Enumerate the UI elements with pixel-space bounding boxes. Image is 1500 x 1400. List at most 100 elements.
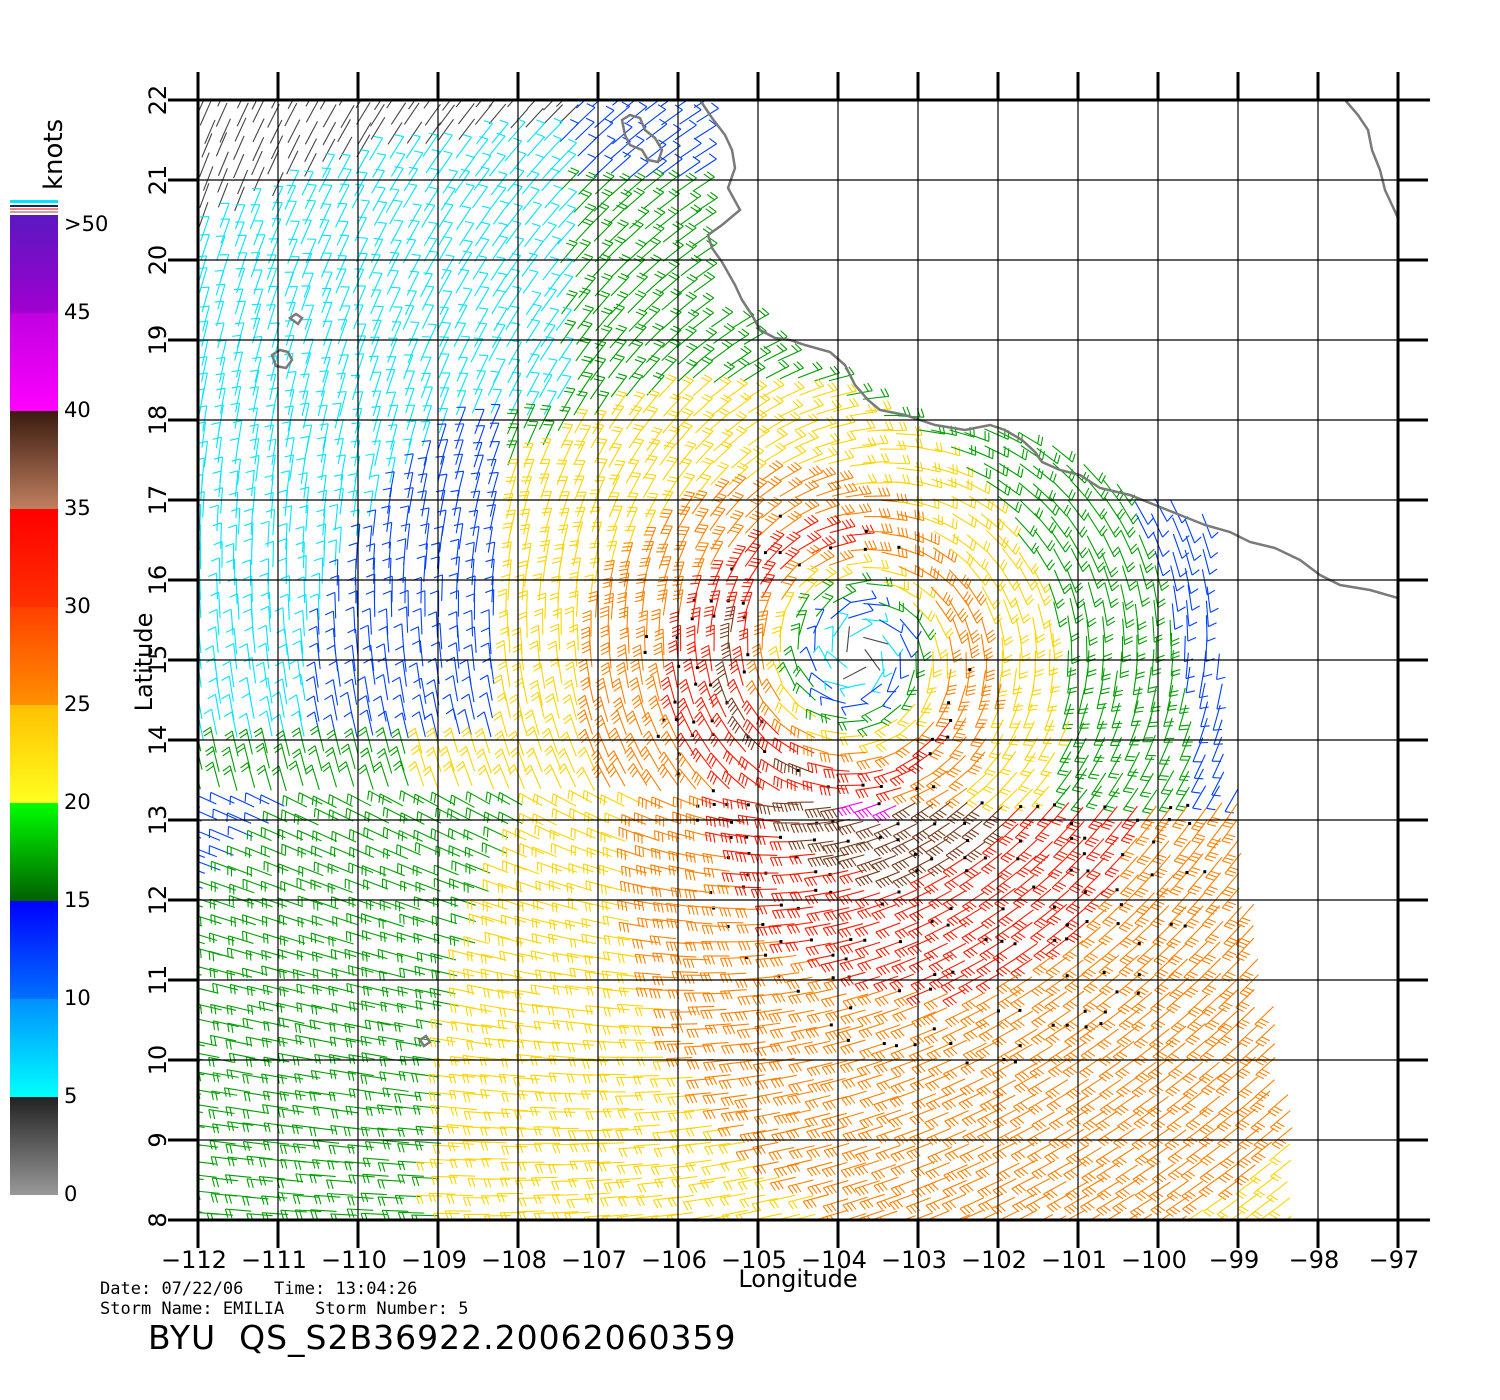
wind-barb-staff (267, 573, 269, 600)
wind-barb (382, 590, 393, 617)
wind-barb (199, 152, 210, 178)
wind-barb-feather (623, 122, 633, 128)
wind-barb-staff (780, 387, 805, 400)
wind-barb-feather (252, 335, 263, 338)
wind-barb-feather (1106, 616, 1115, 623)
wind-barb-feather (588, 594, 598, 599)
wind-barb-staff (475, 208, 492, 231)
wind-barb-staff (237, 593, 240, 620)
wind-barb-feather (411, 253, 421, 257)
wind-barb-feather (601, 242, 611, 247)
wind-barb (335, 268, 347, 294)
wind-barb-feather (795, 446, 803, 454)
wind-barb-feather (454, 439, 464, 442)
wind-barb-feather (227, 524, 237, 529)
wind-barb-feather (867, 382, 873, 392)
wind-barb (578, 274, 596, 299)
wind-barb-staff (254, 288, 264, 315)
wind-barb-feather (1081, 509, 1087, 518)
wind-barb-staff (368, 490, 374, 517)
wind-barb (590, 423, 605, 449)
wind-barb-feather (449, 590, 459, 595)
wind-barb (288, 286, 299, 312)
wind-barb-staff (417, 626, 421, 653)
wind-barb-feather (1056, 454, 1061, 464)
wind-barb (679, 137, 702, 159)
wind-barb-feather (813, 399, 821, 407)
wind-barb (491, 289, 506, 315)
wind-barb-feather (659, 516, 669, 519)
wind-barb (243, 508, 254, 535)
wind-barb (385, 188, 400, 213)
wind-barb-staff (658, 211, 680, 229)
wind-barb (406, 270, 420, 296)
wind-barb-feather (589, 546, 599, 549)
wind-barb-feather (688, 119, 697, 126)
wind-barb-staff (1032, 483, 1053, 502)
wind-barb (629, 206, 650, 229)
wind-barb-feather (884, 541, 888, 551)
wind-barb-feather (388, 404, 398, 407)
wind-barb-feather (933, 673, 943, 678)
wind-barb-feather (518, 564, 528, 568)
wind-barb-feather (448, 572, 458, 577)
wind-barb (304, 138, 318, 163)
wind-barb-feather (952, 518, 954, 528)
wind-barb-feather (787, 562, 797, 568)
wind-barb-feather (567, 204, 576, 209)
wind-barb-feather (327, 539, 337, 544)
wind-barb-feather (972, 609, 980, 617)
wind-barb-feather (560, 507, 570, 510)
wind-barb-staff (695, 460, 714, 482)
wind-barb-feather (976, 591, 983, 599)
wind-barb (403, 183, 418, 208)
wind-barb-feather (693, 137, 702, 144)
wind-barb-staff (782, 434, 807, 448)
wind-barb-feather (1161, 584, 1170, 591)
wind-barb-feather (198, 320, 209, 323)
wind-barb (305, 100, 320, 123)
wind-barb-feather (812, 467, 820, 475)
wind-barb-feather (423, 272, 433, 275)
wind-barb-staff (474, 224, 491, 247)
wind-barb-feather (1110, 602, 1119, 609)
wind-barb (492, 358, 506, 384)
wind-barb-staff (1184, 518, 1196, 544)
wind-barb-feather (572, 525, 582, 528)
wind-barb (711, 339, 733, 361)
colorbar-band-30-35 (10, 509, 58, 607)
wind-barb-staff (795, 485, 819, 499)
wind-barb (438, 269, 452, 294)
wind-barb (662, 221, 684, 243)
wind-barb-staff (322, 104, 337, 128)
wind-barb (628, 323, 647, 347)
wind-barb-feather (683, 422, 693, 427)
wind-barb-feather (582, 308, 592, 312)
wind-barb-staff (387, 122, 403, 145)
wind-barb (627, 157, 649, 180)
wind-barb-feather (910, 650, 919, 658)
wind-barb (968, 564, 991, 586)
wind-barb-staff (1069, 598, 1077, 624)
colorbar-band-15-20 (10, 803, 58, 901)
wind-barb-staff (301, 171, 314, 196)
wind-barb-feather (646, 496, 657, 499)
wind-barb (402, 238, 417, 264)
wind-barb-feather (900, 493, 904, 503)
wind-barb (694, 153, 717, 174)
wind-barb (378, 608, 389, 635)
wind-barb-feather (622, 151, 631, 157)
wind-barb-staff (215, 270, 225, 296)
wind-barb-feather (500, 574, 510, 578)
wind-barb (249, 386, 260, 413)
wind-barb-feather (850, 383, 857, 392)
wind-barb-feather (685, 294, 694, 300)
wind-barb-staff (374, 223, 388, 247)
wind-barb (339, 354, 349, 380)
wind-barb-feather (830, 516, 838, 524)
wind-barb-feather (752, 528, 762, 533)
wind-barb (695, 410, 715, 434)
wind-barb-feather (923, 651, 931, 658)
wind-barb-feather (685, 376, 694, 381)
wind-barb-feather (637, 323, 647, 328)
